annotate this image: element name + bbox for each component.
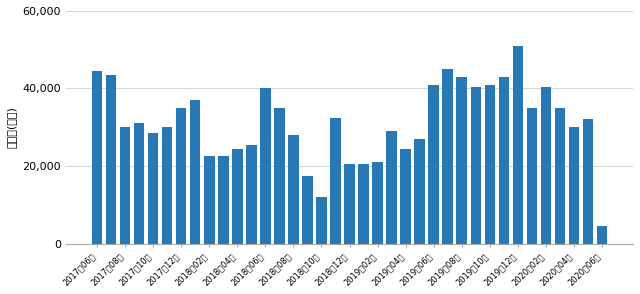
Bar xyxy=(527,108,537,243)
Bar xyxy=(372,162,383,243)
Bar xyxy=(120,127,131,243)
Bar xyxy=(583,119,593,243)
Bar xyxy=(162,127,172,243)
Bar xyxy=(428,85,439,243)
Bar xyxy=(414,139,425,243)
Bar xyxy=(555,108,565,243)
Bar xyxy=(401,148,411,243)
Bar xyxy=(569,127,579,243)
Bar xyxy=(260,88,271,243)
Bar xyxy=(148,133,158,243)
Bar xyxy=(513,46,523,243)
Bar xyxy=(274,108,285,243)
Bar xyxy=(134,123,145,243)
Bar xyxy=(442,69,453,243)
Bar xyxy=(246,145,257,243)
Bar xyxy=(470,86,481,243)
Bar xyxy=(456,77,467,243)
Bar xyxy=(596,226,607,243)
Y-axis label: 거래량(건수): 거래량(건수) xyxy=(7,106,17,148)
Bar xyxy=(499,77,509,243)
Bar xyxy=(204,156,214,243)
Bar xyxy=(218,156,228,243)
Bar xyxy=(484,85,495,243)
Bar xyxy=(344,164,355,243)
Bar xyxy=(316,197,327,243)
Bar xyxy=(106,75,116,243)
Bar xyxy=(92,71,102,243)
Bar xyxy=(387,131,397,243)
Bar xyxy=(541,86,551,243)
Bar xyxy=(302,176,313,243)
Bar xyxy=(288,135,299,243)
Bar xyxy=(232,148,243,243)
Bar xyxy=(330,118,340,243)
Bar xyxy=(176,108,186,243)
Bar xyxy=(358,164,369,243)
Bar xyxy=(190,100,200,243)
